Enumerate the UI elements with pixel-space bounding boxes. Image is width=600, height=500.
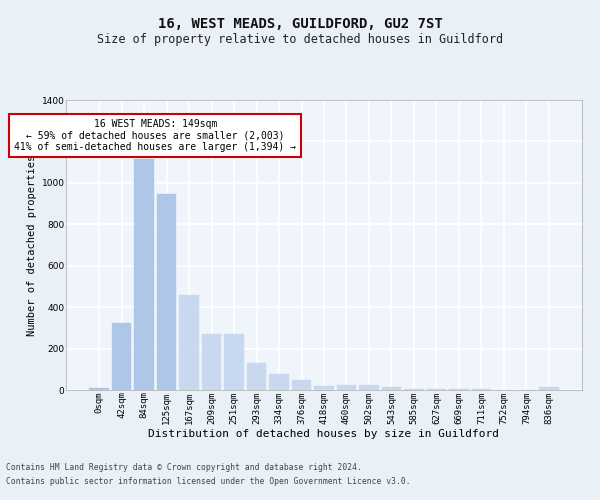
Text: 16 WEST MEADS: 149sqm
← 59% of detached houses are smaller (2,003)
41% of semi-d: 16 WEST MEADS: 149sqm ← 59% of detached … (14, 118, 296, 152)
Bar (539, 387, 559, 390)
Bar (157, 194, 176, 390)
Bar (427, 389, 446, 390)
Bar (247, 363, 266, 390)
Bar (269, 374, 289, 390)
Bar (382, 387, 401, 390)
Text: Size of property relative to detached houses in Guildford: Size of property relative to detached ho… (97, 32, 503, 46)
Bar (202, 334, 221, 390)
Bar (449, 389, 469, 390)
Text: Contains public sector information licensed under the Open Government Licence v3: Contains public sector information licen… (6, 477, 410, 486)
Bar (224, 334, 244, 390)
X-axis label: Distribution of detached houses by size in Guildford: Distribution of detached houses by size … (149, 429, 499, 439)
Bar (314, 386, 334, 390)
Bar (89, 388, 109, 390)
Bar (179, 294, 199, 390)
Bar (359, 386, 379, 390)
Bar (134, 159, 154, 390)
Text: Contains HM Land Registry data © Crown copyright and database right 2024.: Contains HM Land Registry data © Crown c… (6, 464, 362, 472)
Bar (404, 389, 424, 390)
Bar (472, 389, 491, 390)
Bar (337, 386, 356, 390)
Bar (112, 322, 131, 390)
Bar (292, 380, 311, 390)
Text: 16, WEST MEADS, GUILDFORD, GU2 7ST: 16, WEST MEADS, GUILDFORD, GU2 7ST (158, 18, 442, 32)
Y-axis label: Number of detached properties: Number of detached properties (28, 154, 37, 336)
